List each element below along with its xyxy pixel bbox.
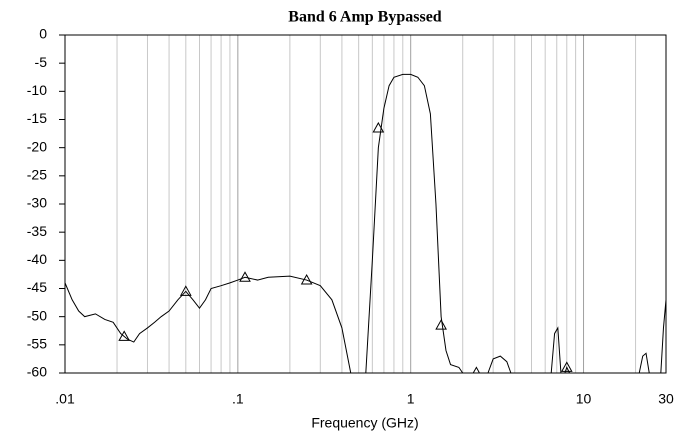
y-tick-label: -40: [27, 251, 47, 267]
x-tick-label: 10: [576, 391, 592, 407]
y-tick-label: -60: [27, 364, 47, 380]
y-tick-label: -30: [27, 195, 47, 211]
y-tick-label: -10: [27, 82, 47, 98]
y-tick-label: -55: [27, 336, 47, 352]
y-tick-label: 0: [39, 26, 47, 42]
marker: [179, 285, 192, 296]
marker: [435, 319, 447, 330]
x-axis-label: Frequency (GHz): [311, 415, 418, 431]
marker: [300, 274, 313, 285]
y-tick-label: -45: [27, 279, 47, 295]
marker: [239, 271, 251, 282]
plot-frame: [64, 34, 667, 374]
chart-title: Band 6 Amp Bypassed: [288, 9, 441, 26]
marker: [560, 361, 573, 372]
x-tick-label: .1: [232, 391, 244, 407]
marker: [372, 121, 385, 133]
x-tick-label: .01: [55, 391, 75, 407]
x-tick-label: 30: [658, 391, 674, 407]
y-tick-label: -25: [27, 167, 47, 183]
y-tick-label: -5: [35, 54, 48, 70]
y-tick-label: -20: [27, 138, 47, 154]
marker: [118, 330, 131, 341]
y-tick-label: -50: [27, 307, 47, 323]
y-tick-label: -35: [27, 223, 47, 239]
x-tick-label: 1: [407, 391, 415, 407]
data-line: [64, 73, 667, 374]
y-tick-label: -15: [27, 110, 47, 126]
